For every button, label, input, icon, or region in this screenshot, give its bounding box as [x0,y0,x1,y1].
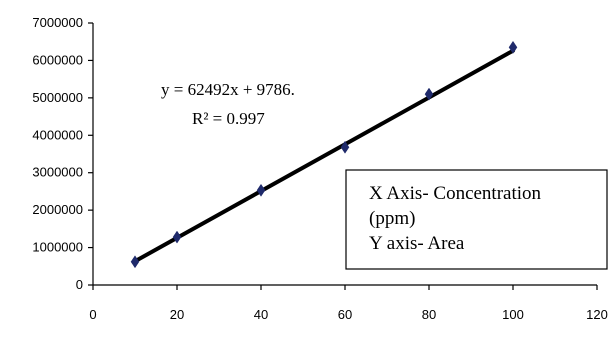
y-tick-label: 0 [76,277,83,292]
data-points [130,40,518,269]
data-point [508,40,518,54]
data-point [172,230,182,244]
legend-border [345,169,608,270]
y-tick-label: 2000000 [32,202,83,217]
data-point [256,183,266,197]
y-tick-label: 3000000 [32,165,83,180]
x-tick-label: 100 [502,307,524,322]
data-point [424,87,434,101]
y-tick-label: 7000000 [32,15,83,30]
legend-box: X Axis- Concentration (ppm) Y axis- Area [345,169,608,270]
legend-line-1: X Axis- Concentration [369,183,542,204]
trendline-equation: y = 62492x + 9786. [161,80,295,99]
ticks [88,22,598,290]
y-tick-label: 6000000 [32,52,83,67]
trendline [133,48,515,264]
legend-line-3: Y axis- Area [369,233,465,254]
data-point [130,255,140,269]
y-tick-label: 5000000 [32,90,83,105]
r-squared-label: R² = 0.997 [192,109,265,128]
x-tick-label: 0 [89,307,96,322]
y-tick-label: 1000000 [32,240,83,255]
data-point [340,140,350,154]
x-tick-label: 80 [422,307,436,322]
y-tick-label: 4000000 [32,127,83,142]
x-tick-label: 40 [254,307,268,322]
x-tick-label: 60 [338,307,352,322]
tick-labels: 0 1000000 2000000 3000000 4000000 5000000 6000… [32,15,607,322]
x-tick-label: 120 [586,307,608,322]
x-tick-label: 20 [170,307,184,322]
legend-line-2: (ppm) [369,208,415,229]
